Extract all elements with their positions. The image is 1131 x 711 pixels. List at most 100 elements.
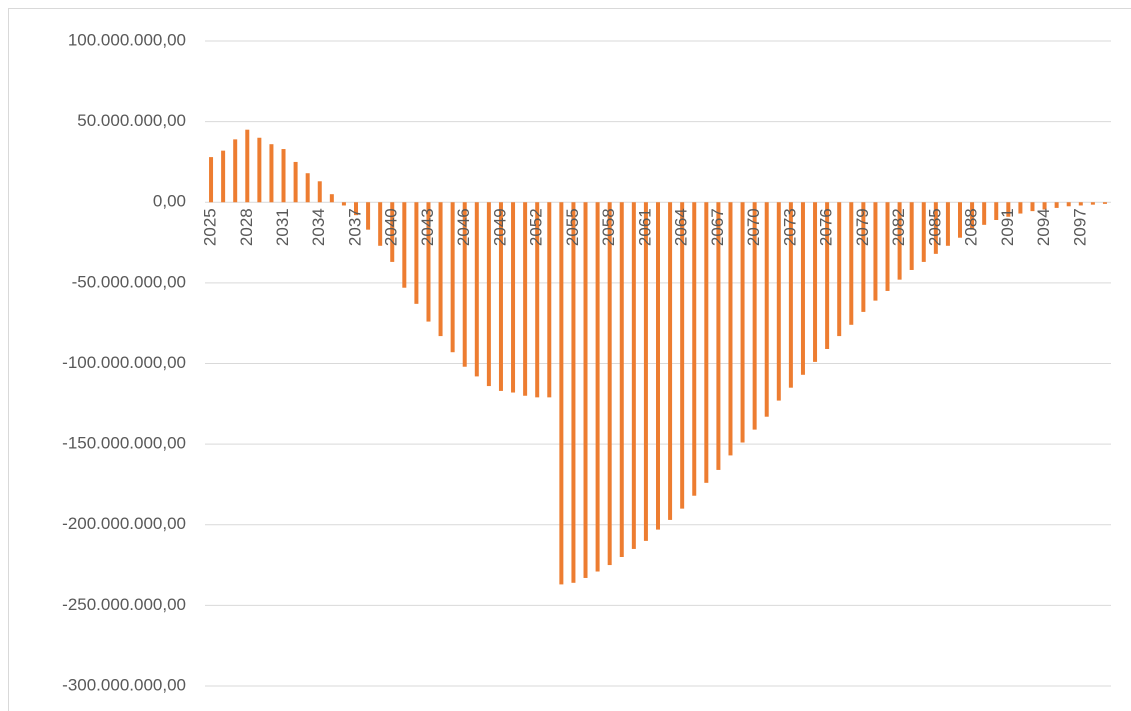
bar xyxy=(982,202,987,225)
y-tick-label: 100.000.000,00 xyxy=(68,30,186,49)
x-tick-label: 2064 xyxy=(672,208,691,246)
bar xyxy=(498,202,503,391)
bar xyxy=(716,202,721,470)
bar xyxy=(1042,202,1047,210)
bar xyxy=(788,202,793,388)
bar xyxy=(233,139,238,203)
bar xyxy=(631,202,636,549)
bar xyxy=(1018,202,1023,214)
bar xyxy=(692,202,697,496)
bar xyxy=(257,137,262,203)
x-tick-label: 2079 xyxy=(853,208,872,246)
y-tick-label: -50.000.000,00 xyxy=(72,272,186,291)
bar xyxy=(1054,202,1059,208)
y-tick-label: 0,00 xyxy=(153,192,186,211)
x-tick-label: 2043 xyxy=(418,208,437,246)
x-tick-label: 2061 xyxy=(635,208,654,246)
x-tick-label: 2025 xyxy=(201,208,220,246)
bar xyxy=(728,202,733,456)
x-tick-label: 2082 xyxy=(889,208,908,246)
bar xyxy=(849,202,854,325)
bar xyxy=(776,202,781,401)
bar xyxy=(752,202,757,430)
bar xyxy=(402,202,407,288)
bar xyxy=(221,150,226,203)
x-tick-label: 2097 xyxy=(1070,208,1089,246)
bar xyxy=(958,202,962,238)
bar xyxy=(366,202,371,230)
bar xyxy=(511,202,516,393)
x-tick-label: 2091 xyxy=(998,208,1017,246)
bar xyxy=(909,202,914,270)
x-tick-label: 2031 xyxy=(273,208,292,246)
chart-frame xyxy=(8,8,1131,711)
bar xyxy=(861,202,866,312)
x-tick-label: 2085 xyxy=(925,208,944,246)
bar xyxy=(535,202,540,398)
bar xyxy=(571,202,576,583)
bar xyxy=(378,202,383,246)
bar xyxy=(813,202,818,362)
x-tick-label: 2040 xyxy=(382,208,401,246)
x-tick-label: 2076 xyxy=(817,208,836,246)
x-tick-label: 2070 xyxy=(744,208,763,246)
bar xyxy=(1102,202,1107,204)
bar xyxy=(354,202,358,216)
bar xyxy=(873,202,878,301)
bar xyxy=(341,202,346,206)
x-tick-label: 2094 xyxy=(1034,208,1053,246)
bar xyxy=(740,202,745,443)
bar xyxy=(1030,202,1035,212)
bar xyxy=(329,194,334,203)
bar xyxy=(293,161,298,203)
bar xyxy=(680,202,685,509)
bar xyxy=(643,202,648,541)
bar xyxy=(800,202,805,375)
bar xyxy=(438,202,443,337)
x-tick-label: 2049 xyxy=(490,208,509,246)
bar xyxy=(426,202,431,322)
bar xyxy=(885,202,890,291)
bar xyxy=(245,129,250,203)
y-tick-label: -150.000.000,00 xyxy=(62,434,186,453)
bar xyxy=(656,202,660,530)
bar xyxy=(269,144,274,203)
bar xyxy=(837,202,842,337)
x-tick-label: 2028 xyxy=(237,208,256,246)
bar xyxy=(450,202,455,353)
bar xyxy=(595,202,600,572)
bar xyxy=(1078,202,1083,206)
bar xyxy=(486,202,491,387)
x-tick-label: 2058 xyxy=(599,208,618,246)
bar xyxy=(209,157,214,203)
bar xyxy=(547,202,552,398)
x-tick-label: 2055 xyxy=(563,208,582,246)
y-tick-label: -300.000.000,00 xyxy=(62,675,186,694)
bar xyxy=(607,202,612,566)
bar xyxy=(704,202,709,483)
x-tick-label: 2067 xyxy=(708,208,727,246)
bar xyxy=(897,202,902,280)
bar xyxy=(462,202,467,367)
bar xyxy=(764,202,769,417)
x-tick-label: 2052 xyxy=(527,208,546,246)
bar xyxy=(1006,202,1011,217)
bar xyxy=(994,202,999,220)
x-tick-label: 2034 xyxy=(309,208,328,246)
bar xyxy=(921,202,926,262)
bar xyxy=(317,181,322,203)
bar xyxy=(523,202,528,396)
y-tick-label: -100.000.000,00 xyxy=(62,353,186,372)
y-tick-label: -200.000.000,00 xyxy=(62,514,186,533)
bar xyxy=(1090,202,1095,205)
bar xyxy=(390,202,395,262)
y-tick-label: -250.000.000,00 xyxy=(62,595,186,614)
bar xyxy=(414,202,419,304)
bar xyxy=(970,202,975,230)
bar xyxy=(474,202,479,377)
bar xyxy=(583,202,588,578)
bar xyxy=(281,149,286,203)
x-tick-label: 2088 xyxy=(962,208,981,246)
